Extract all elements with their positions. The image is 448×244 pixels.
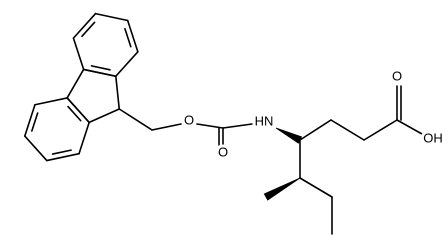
bond bbox=[124, 27, 132, 48]
bond bbox=[299, 119, 332, 141]
bond bbox=[94, 12, 129, 22]
bond bbox=[222, 123, 253, 129]
bond bbox=[299, 177, 333, 198]
bond bbox=[31, 112, 39, 132]
ether-oxygen: O bbox=[184, 112, 194, 127]
bond bbox=[78, 121, 90, 155]
bonds bbox=[23, 12, 423, 235]
bond bbox=[275, 127, 303, 144]
bond bbox=[34, 97, 68, 106]
carbonyl-oxygen: O bbox=[218, 144, 228, 159]
bond bbox=[82, 68, 117, 78]
bond bbox=[330, 119, 365, 141]
acid-carbonyl-oxygen: O bbox=[392, 68, 402, 83]
bond bbox=[115, 51, 139, 78]
bond bbox=[90, 65, 111, 71]
bond bbox=[46, 152, 80, 162]
bond bbox=[115, 75, 121, 110]
bond bbox=[263, 177, 301, 201]
bond bbox=[72, 12, 97, 39]
bond bbox=[23, 103, 36, 137]
bond bbox=[88, 108, 121, 124]
bond bbox=[118, 108, 153, 131]
acid-hydroxyl: OH bbox=[423, 130, 443, 145]
atom-labels: O O HN O OH bbox=[181, 65, 446, 162]
bond bbox=[51, 149, 72, 155]
bond bbox=[72, 37, 85, 71]
bond bbox=[81, 21, 96, 38]
amine-nh: HN bbox=[255, 113, 274, 128]
bond bbox=[67, 105, 82, 122]
bond bbox=[23, 135, 48, 162]
bond bbox=[151, 123, 182, 131]
bond bbox=[66, 68, 85, 99]
bond bbox=[396, 119, 423, 135]
bond bbox=[363, 119, 398, 141]
bond bbox=[126, 19, 139, 53]
bond bbox=[66, 97, 90, 124]
